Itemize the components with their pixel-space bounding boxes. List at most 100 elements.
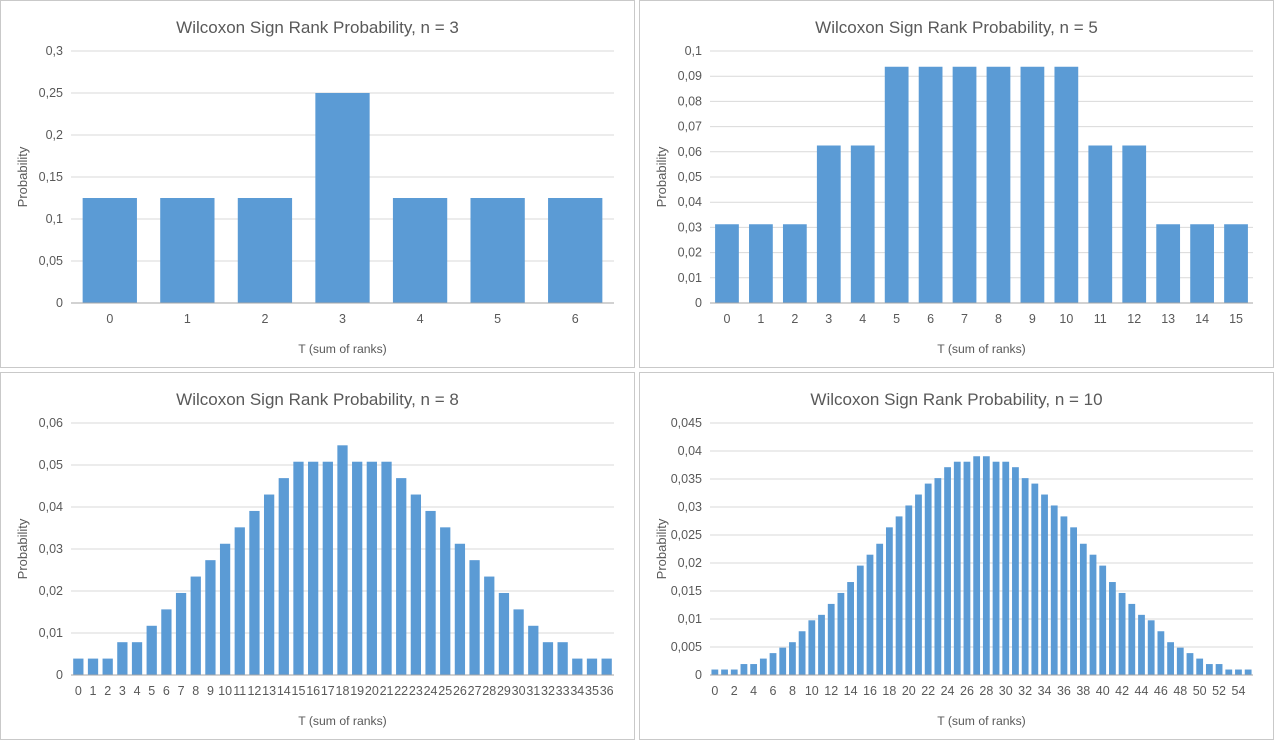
svg-text:6: 6 — [163, 684, 170, 698]
svg-text:0,15: 0,15 — [39, 170, 63, 184]
svg-text:0,02: 0,02 — [678, 246, 702, 260]
svg-text:13: 13 — [1161, 312, 1175, 326]
svg-text:0,06: 0,06 — [39, 416, 63, 430]
svg-text:0,04: 0,04 — [678, 195, 702, 209]
svg-text:0,035: 0,035 — [671, 472, 702, 486]
svg-text:0,015: 0,015 — [671, 584, 702, 598]
svg-text:30: 30 — [512, 684, 526, 698]
svg-text:0,045: 0,045 — [671, 416, 702, 430]
svg-text:5: 5 — [148, 684, 155, 698]
svg-text:Probability: Probability — [15, 518, 30, 579]
svg-text:0: 0 — [56, 668, 63, 682]
svg-text:Wilcoxon Sign Rank Probability: Wilcoxon Sign Rank Probability, n = 3 — [176, 18, 459, 37]
svg-text:14: 14 — [1195, 312, 1209, 326]
svg-text:14: 14 — [844, 684, 858, 698]
svg-text:T (sum of ranks): T (sum of ranks) — [298, 342, 387, 356]
svg-text:50: 50 — [1193, 684, 1207, 698]
svg-text:38: 38 — [1076, 684, 1090, 698]
svg-text:44: 44 — [1135, 684, 1149, 698]
svg-text:20: 20 — [902, 684, 916, 698]
svg-text:3: 3 — [119, 684, 126, 698]
svg-text:0: 0 — [695, 296, 702, 310]
svg-text:33: 33 — [556, 684, 570, 698]
svg-text:10: 10 — [218, 684, 232, 698]
svg-text:2: 2 — [731, 684, 738, 698]
svg-text:0: 0 — [75, 684, 82, 698]
svg-text:9: 9 — [1029, 312, 1036, 326]
svg-text:0: 0 — [723, 312, 730, 326]
svg-text:9: 9 — [207, 684, 214, 698]
svg-text:T (sum of ranks): T (sum of ranks) — [937, 714, 1026, 728]
svg-text:24: 24 — [424, 684, 438, 698]
svg-text:0,1: 0,1 — [685, 44, 702, 58]
svg-text:52: 52 — [1212, 684, 1226, 698]
svg-text:34: 34 — [1038, 684, 1052, 698]
svg-text:0: 0 — [695, 668, 702, 682]
svg-text:0,04: 0,04 — [678, 444, 702, 458]
svg-text:0,06: 0,06 — [678, 145, 702, 159]
svg-text:3: 3 — [825, 312, 832, 326]
svg-text:4: 4 — [859, 312, 866, 326]
svg-text:Wilcoxon Sign Rank Probability: Wilcoxon Sign Rank Probability, n = 5 — [815, 18, 1098, 37]
svg-text:2: 2 — [791, 312, 798, 326]
svg-text:26: 26 — [960, 684, 974, 698]
svg-text:0,05: 0,05 — [39, 254, 63, 268]
svg-text:Wilcoxon Sign Rank Probability: Wilcoxon Sign Rank Probability, n = 10 — [810, 390, 1102, 409]
svg-text:0: 0 — [56, 296, 63, 310]
svg-text:0,05: 0,05 — [39, 458, 63, 472]
svg-text:1: 1 — [90, 684, 97, 698]
svg-text:29: 29 — [497, 684, 511, 698]
svg-text:18: 18 — [336, 684, 350, 698]
svg-text:11: 11 — [1094, 312, 1107, 326]
svg-text:42: 42 — [1115, 684, 1129, 698]
svg-text:12: 12 — [247, 684, 261, 698]
svg-text:17: 17 — [321, 684, 335, 698]
svg-text:35: 35 — [585, 684, 599, 698]
svg-text:6: 6 — [572, 312, 579, 326]
svg-text:0: 0 — [106, 312, 113, 326]
svg-text:22: 22 — [921, 684, 935, 698]
svg-text:0,025: 0,025 — [671, 528, 702, 542]
svg-text:18: 18 — [882, 684, 896, 698]
svg-text:26: 26 — [453, 684, 467, 698]
svg-text:0: 0 — [711, 684, 718, 698]
svg-text:11: 11 — [233, 684, 246, 698]
svg-text:Probability: Probability — [654, 518, 669, 579]
svg-text:0,03: 0,03 — [39, 542, 63, 556]
svg-text:36: 36 — [600, 684, 614, 698]
svg-text:0,01: 0,01 — [678, 612, 702, 626]
svg-text:10: 10 — [805, 684, 819, 698]
svg-text:0,02: 0,02 — [678, 556, 702, 570]
svg-text:40: 40 — [1096, 684, 1110, 698]
svg-text:30: 30 — [999, 684, 1013, 698]
svg-text:0,03: 0,03 — [678, 220, 702, 234]
svg-text:T (sum of ranks): T (sum of ranks) — [298, 714, 387, 728]
svg-text:T (sum of ranks): T (sum of ranks) — [937, 342, 1026, 356]
svg-text:7: 7 — [178, 684, 185, 698]
svg-text:21: 21 — [380, 684, 394, 698]
svg-text:0,25: 0,25 — [39, 86, 63, 100]
svg-text:54: 54 — [1232, 684, 1246, 698]
svg-text:7: 7 — [961, 312, 968, 326]
svg-text:0,1: 0,1 — [46, 212, 63, 226]
svg-text:Wilcoxon Sign Rank Probability: Wilcoxon Sign Rank Probability, n = 8 — [176, 390, 459, 409]
svg-text:0,2: 0,2 — [46, 128, 63, 142]
svg-text:8: 8 — [192, 684, 199, 698]
svg-text:14: 14 — [277, 684, 291, 698]
svg-text:25: 25 — [438, 684, 452, 698]
svg-text:Probability: Probability — [15, 146, 30, 207]
svg-text:5: 5 — [494, 312, 501, 326]
svg-text:22: 22 — [394, 684, 408, 698]
svg-text:8: 8 — [995, 312, 1002, 326]
svg-text:5: 5 — [893, 312, 900, 326]
svg-text:4: 4 — [750, 684, 757, 698]
svg-text:20: 20 — [365, 684, 379, 698]
svg-text:0,03: 0,03 — [678, 500, 702, 514]
svg-text:16: 16 — [863, 684, 877, 698]
svg-text:0,08: 0,08 — [678, 94, 702, 108]
svg-text:24: 24 — [941, 684, 955, 698]
svg-text:0,3: 0,3 — [46, 44, 63, 58]
svg-text:23: 23 — [409, 684, 423, 698]
svg-text:12: 12 — [824, 684, 838, 698]
svg-text:0,04: 0,04 — [39, 500, 63, 514]
